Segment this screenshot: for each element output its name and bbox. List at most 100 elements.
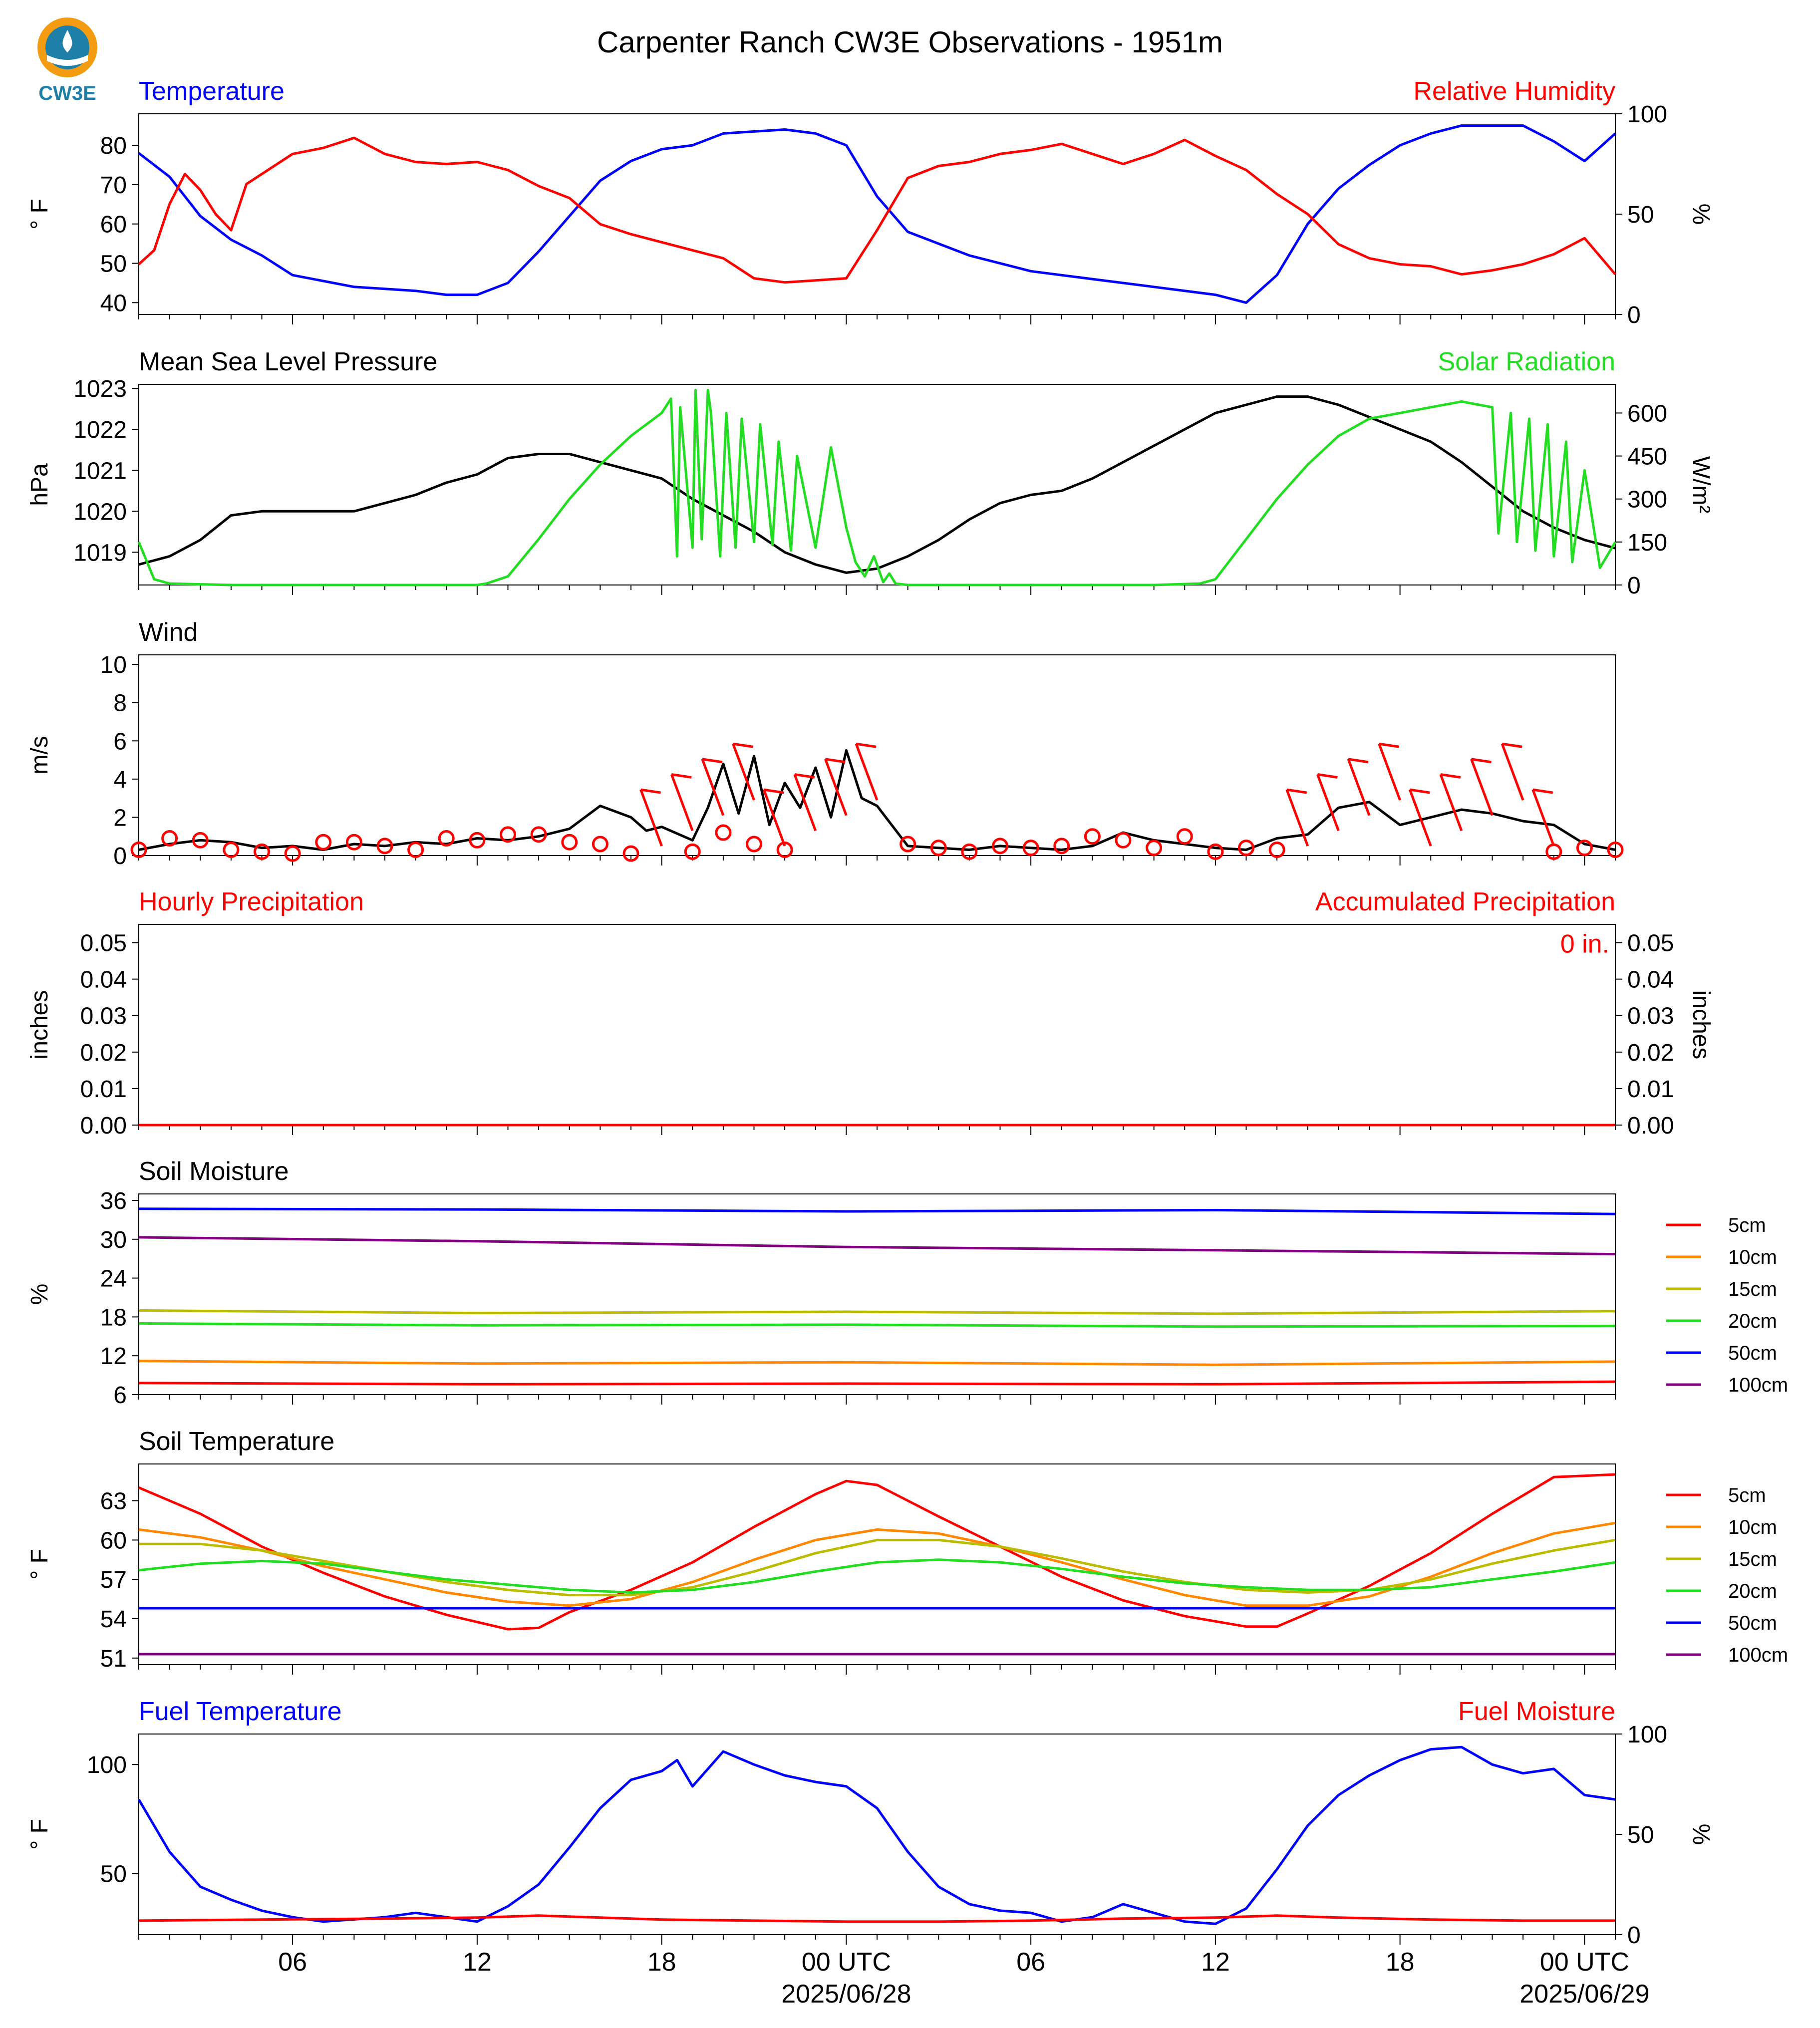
- y-tick-label: 1021: [73, 458, 127, 484]
- legend-label: 50cm: [1728, 1612, 1777, 1634]
- series-line-20cm: [138, 1322, 1616, 1328]
- wind-barb-flag: [1348, 758, 1369, 764]
- y-right-tick-label: 0: [1627, 1922, 1641, 1949]
- legend-label: 15cm: [1728, 1278, 1777, 1300]
- wind-barb: [1408, 789, 1432, 847]
- y-tick-label: 1022: [73, 417, 127, 443]
- x-tick-label: 06: [1016, 1948, 1045, 1977]
- y-tick-label: 40: [100, 290, 127, 316]
- y-axis-label: ° F: [26, 199, 53, 230]
- y-tick-label: 6: [113, 728, 127, 755]
- calm-circle: [469, 832, 486, 849]
- calm-circle: [900, 836, 916, 853]
- y-right-tick-label: 0.03: [1627, 1003, 1674, 1030]
- accumulated-precip-value: 0 in.: [1560, 930, 1609, 959]
- calm-circle: [284, 845, 301, 862]
- y-tick-label: 70: [100, 172, 127, 199]
- y-right-tick-label: 0.00: [1627, 1113, 1674, 1139]
- calm-circle: [130, 842, 147, 859]
- date-label: 2025/06/29: [1519, 1980, 1649, 2009]
- panel-soil_moisture: Soil Moisture 6 12 18 24 30 36% 5cm 10cm 15cm 20cm…: [26, 1157, 1788, 1409]
- y-tick-label: 0.01: [80, 1076, 127, 1103]
- y-tick-label: 1020: [73, 499, 127, 525]
- wind-barb: [1285, 789, 1309, 847]
- y-tick-label: 100: [87, 1752, 127, 1778]
- y-axis-label: ° F: [26, 1549, 53, 1580]
- y-tick-label: 10: [100, 652, 127, 678]
- calm-circle: [1084, 828, 1101, 845]
- y-right-axis-label: inches: [1688, 990, 1714, 1060]
- y-tick-label: 0.05: [80, 930, 127, 957]
- legend-label: 50cm: [1728, 1342, 1777, 1364]
- calm-circle: [254, 843, 270, 860]
- y-tick-label: 6: [113, 1382, 127, 1409]
- wind-barb: [1439, 774, 1463, 832]
- series-line-right: [138, 136, 1616, 284]
- calm-circle: [1268, 842, 1285, 859]
- wind-barb-flag: [1502, 742, 1522, 748]
- wind-barb: [1470, 758, 1494, 816]
- legend-label: 10cm: [1728, 1516, 1777, 1538]
- legend-label: 15cm: [1728, 1548, 1777, 1570]
- panel-precip: Hourly Precipitation Accumulated Precipit…: [26, 887, 1714, 1139]
- y-tick-label: 30: [100, 1227, 127, 1253]
- y-axis-label: hPa: [26, 463, 53, 506]
- calm-circle: [315, 834, 332, 851]
- x-tick-label: 06: [278, 1948, 307, 1977]
- calm-circle: [684, 843, 701, 860]
- wind-barb: [639, 789, 663, 847]
- calm-circle: [1176, 828, 1193, 845]
- y-tick-label: 18: [100, 1304, 127, 1331]
- wind-barb-flag: [1532, 788, 1553, 794]
- calm-circle: [715, 824, 732, 841]
- series-line-5cm: [138, 1380, 1616, 1386]
- wind-barb-flag: [640, 788, 661, 794]
- wind-barb-flag: [1471, 758, 1492, 764]
- calm-circle: [592, 836, 608, 853]
- series-line-left: [138, 749, 1616, 851]
- y-right-tick-label: 100: [1627, 1722, 1667, 1748]
- series-line-5cm: [138, 1473, 1616, 1631]
- y-right-tick-label: 50: [1627, 202, 1654, 228]
- x-tick-label: 12: [463, 1948, 492, 1977]
- y-right-tick-label: 50: [1627, 1822, 1654, 1848]
- wind-barb: [1378, 743, 1401, 801]
- wind-barb-flag: [1409, 788, 1430, 794]
- cw3e-logo-icon: CW3E: [37, 17, 97, 104]
- series-line-right: [138, 1914, 1615, 1923]
- calm-circle: [407, 842, 424, 859]
- wind-barb-flag: [856, 742, 877, 748]
- panel-title-left: Mean Sea Level Pressure: [139, 347, 437, 376]
- wind-barb-flag: [1317, 773, 1338, 779]
- y-tick-label: 50: [100, 251, 127, 278]
- calm-circle: [622, 845, 639, 862]
- series-line-50cm: [138, 1207, 1616, 1215]
- panel-title-right: Accumulated Precipitation: [1315, 887, 1615, 916]
- y-right-tick-label: 0.02: [1627, 1040, 1674, 1066]
- y-right-tick-label: 100: [1627, 101, 1667, 128]
- series-line-left: [138, 124, 1616, 304]
- page-title: Carpenter Ranch CW3E Observations - 1951…: [597, 25, 1223, 59]
- y-tick-label: 1019: [73, 540, 127, 566]
- y-axis-label: ° F: [26, 1819, 53, 1850]
- calm-circle: [376, 838, 393, 855]
- legend-label: 5cm: [1728, 1214, 1766, 1236]
- y-tick-label: 24: [100, 1266, 127, 1292]
- calm-circle: [192, 832, 209, 849]
- y-tick-label: 60: [100, 1527, 127, 1554]
- calm-circle: [992, 838, 1008, 855]
- y-tick-label: 80: [100, 133, 127, 159]
- calm-circle: [223, 842, 240, 859]
- x-tick-label: 18: [647, 1948, 676, 1977]
- cw3e-logo: CW3E: [30, 15, 105, 105]
- y-right-axis-label: %: [1688, 204, 1714, 225]
- x-tick-label: 00 UTC: [802, 1948, 891, 1977]
- panel-title-left: Soil Temperature: [139, 1427, 334, 1456]
- panel-title-left: Fuel Temperature: [139, 1697, 342, 1726]
- calm-circle: [746, 836, 762, 853]
- calm-circle: [561, 834, 578, 851]
- y-right-tick-label: 300: [1627, 487, 1667, 513]
- wind-barb: [855, 743, 879, 801]
- wind-barb-flag: [794, 773, 815, 779]
- series-line-15cm: [138, 1309, 1616, 1315]
